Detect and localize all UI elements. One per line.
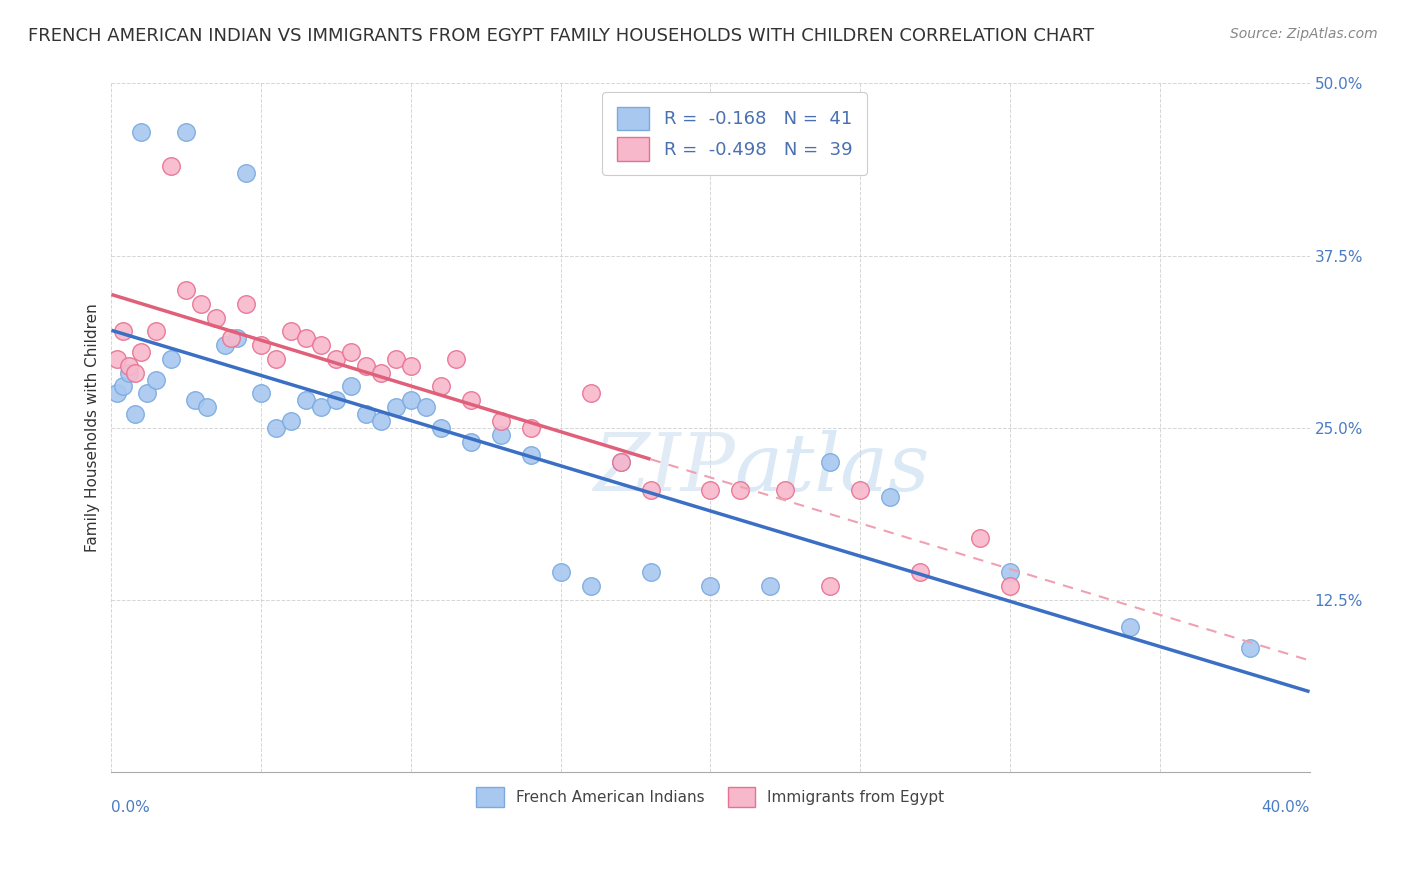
Point bbox=[730, 483, 752, 497]
Point bbox=[849, 483, 872, 497]
Point bbox=[124, 366, 146, 380]
Y-axis label: Family Households with Children: Family Households with Children bbox=[86, 303, 100, 552]
Point bbox=[370, 366, 392, 380]
Point bbox=[325, 393, 347, 408]
Point bbox=[309, 338, 332, 352]
Point bbox=[879, 490, 901, 504]
Point bbox=[640, 566, 662, 580]
Point bbox=[699, 483, 721, 497]
Point bbox=[609, 455, 631, 469]
Point bbox=[550, 566, 572, 580]
Legend: French American Indians, Immigrants from Egypt: French American Indians, Immigrants from… bbox=[470, 780, 950, 813]
Point bbox=[309, 400, 332, 414]
Point bbox=[640, 483, 662, 497]
Point bbox=[131, 125, 153, 139]
Point bbox=[370, 414, 392, 428]
Point bbox=[205, 310, 228, 325]
Text: 40.0%: 40.0% bbox=[1261, 799, 1309, 814]
Point bbox=[184, 393, 207, 408]
Point bbox=[340, 379, 363, 393]
Point bbox=[107, 386, 129, 401]
Point bbox=[124, 407, 146, 421]
Point bbox=[235, 297, 257, 311]
Point bbox=[219, 331, 242, 345]
Point bbox=[399, 359, 422, 373]
Point bbox=[235, 166, 257, 180]
Point bbox=[489, 414, 512, 428]
Point bbox=[107, 351, 129, 366]
Point bbox=[264, 351, 287, 366]
Point bbox=[226, 331, 249, 345]
Point bbox=[112, 324, 135, 338]
Point bbox=[579, 579, 602, 593]
Point bbox=[969, 531, 991, 545]
Point bbox=[430, 379, 453, 393]
Text: FRENCH AMERICAN INDIAN VS IMMIGRANTS FROM EGYPT FAMILY HOUSEHOLDS WITH CHILDREN : FRENCH AMERICAN INDIAN VS IMMIGRANTS FRO… bbox=[28, 27, 1094, 45]
Point bbox=[295, 331, 318, 345]
Point bbox=[118, 359, 141, 373]
Point bbox=[145, 324, 167, 338]
Point bbox=[489, 427, 512, 442]
Point bbox=[118, 366, 141, 380]
Point bbox=[444, 351, 467, 366]
Point bbox=[264, 421, 287, 435]
Point bbox=[354, 407, 377, 421]
Point bbox=[385, 351, 408, 366]
Point bbox=[1239, 641, 1261, 656]
Point bbox=[280, 324, 302, 338]
Point bbox=[131, 345, 153, 359]
Text: atlas: atlas bbox=[734, 430, 929, 508]
Point bbox=[160, 351, 183, 366]
Point bbox=[174, 125, 197, 139]
Point bbox=[820, 579, 842, 593]
Point bbox=[579, 386, 602, 401]
Point bbox=[460, 434, 482, 449]
Point bbox=[1119, 620, 1142, 634]
Point bbox=[340, 345, 363, 359]
Point bbox=[399, 393, 422, 408]
Point bbox=[908, 566, 931, 580]
Point bbox=[214, 338, 236, 352]
Point bbox=[250, 386, 273, 401]
Point bbox=[759, 579, 782, 593]
Point bbox=[609, 455, 631, 469]
Point bbox=[136, 386, 159, 401]
Point bbox=[295, 393, 318, 408]
Point bbox=[325, 351, 347, 366]
Point bbox=[145, 373, 167, 387]
Text: ZIP: ZIP bbox=[593, 430, 734, 508]
Point bbox=[250, 338, 273, 352]
Point bbox=[998, 566, 1021, 580]
Point bbox=[112, 379, 135, 393]
Text: 0.0%: 0.0% bbox=[111, 799, 150, 814]
Point bbox=[385, 400, 408, 414]
Point bbox=[699, 579, 721, 593]
Point bbox=[820, 455, 842, 469]
Point bbox=[519, 421, 541, 435]
Point bbox=[775, 483, 797, 497]
Point bbox=[519, 448, 541, 462]
Point bbox=[174, 283, 197, 297]
Point bbox=[195, 400, 218, 414]
Point bbox=[460, 393, 482, 408]
Point bbox=[998, 579, 1021, 593]
Point bbox=[160, 159, 183, 173]
Point bbox=[415, 400, 437, 414]
Point bbox=[430, 421, 453, 435]
Point bbox=[190, 297, 212, 311]
Point bbox=[354, 359, 377, 373]
Text: Source: ZipAtlas.com: Source: ZipAtlas.com bbox=[1230, 27, 1378, 41]
Point bbox=[280, 414, 302, 428]
